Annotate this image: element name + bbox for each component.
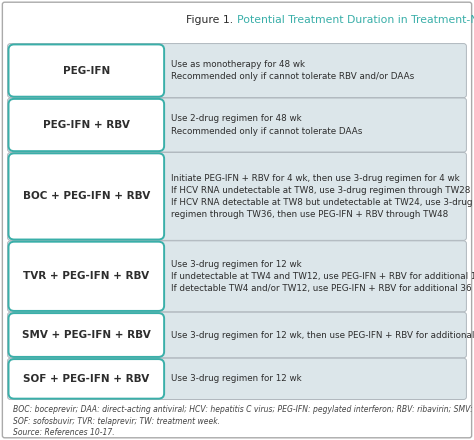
Text: Use as monotherapy for 48 wk
Recommended only if cannot tolerate RBV and/or DAAs: Use as monotherapy for 48 wk Recommended… <box>171 60 414 81</box>
FancyBboxPatch shape <box>9 44 164 97</box>
FancyBboxPatch shape <box>9 242 164 311</box>
Text: Figure 1.: Figure 1. <box>186 15 237 26</box>
Text: Use 2-drug regimen for 48 wk
Recommended only if cannot tolerate DAAs: Use 2-drug regimen for 48 wk Recommended… <box>171 114 362 136</box>
FancyBboxPatch shape <box>9 99 164 151</box>
FancyBboxPatch shape <box>8 153 466 240</box>
FancyBboxPatch shape <box>9 154 164 239</box>
FancyBboxPatch shape <box>9 313 164 357</box>
Text: Initiate PEG-IFN + RBV for 4 wk, then use 3-drug regimen for 4 wk
If HCV RNA und: Initiate PEG-IFN + RBV for 4 wk, then us… <box>171 174 472 219</box>
Text: Use 3-drug regimen for 12 wk, then use PEG-IFN + RBV for additional 12 wk: Use 3-drug regimen for 12 wk, then use P… <box>171 330 474 340</box>
FancyBboxPatch shape <box>8 312 466 358</box>
Text: SMV + PEG-IFN + RBV: SMV + PEG-IFN + RBV <box>22 330 151 340</box>
Text: Use 3-drug regimen for 12 wk
If undetectable at TW4 and TW12, use PEG-IFN + RBV : Use 3-drug regimen for 12 wk If undetect… <box>171 260 474 293</box>
Text: TVR + PEG-IFN + RBV: TVR + PEG-IFN + RBV <box>23 271 149 281</box>
FancyBboxPatch shape <box>8 358 466 400</box>
FancyBboxPatch shape <box>9 359 164 399</box>
Text: BOC + PEG-IFN + RBV: BOC + PEG-IFN + RBV <box>23 191 150 202</box>
Text: BOC: boceprevir; DAA: direct-acting antiviral; HCV: hepatitis C virus; PEG-IFN: : BOC: boceprevir; DAA: direct-acting anti… <box>13 405 474 437</box>
Text: Use 3-drug regimen for 12 wk: Use 3-drug regimen for 12 wk <box>171 374 301 383</box>
FancyBboxPatch shape <box>8 98 466 152</box>
FancyBboxPatch shape <box>8 44 466 98</box>
FancyBboxPatch shape <box>8 241 466 312</box>
Text: PEG-IFN + RBV: PEG-IFN + RBV <box>43 120 130 130</box>
Text: SOF + PEG-IFN + RBV: SOF + PEG-IFN + RBV <box>23 374 149 384</box>
Text: PEG-IFN: PEG-IFN <box>63 66 110 76</box>
Text: Potential Treatment Duration in Treatment-Naïve HCV Patients: Potential Treatment Duration in Treatmen… <box>237 15 474 26</box>
